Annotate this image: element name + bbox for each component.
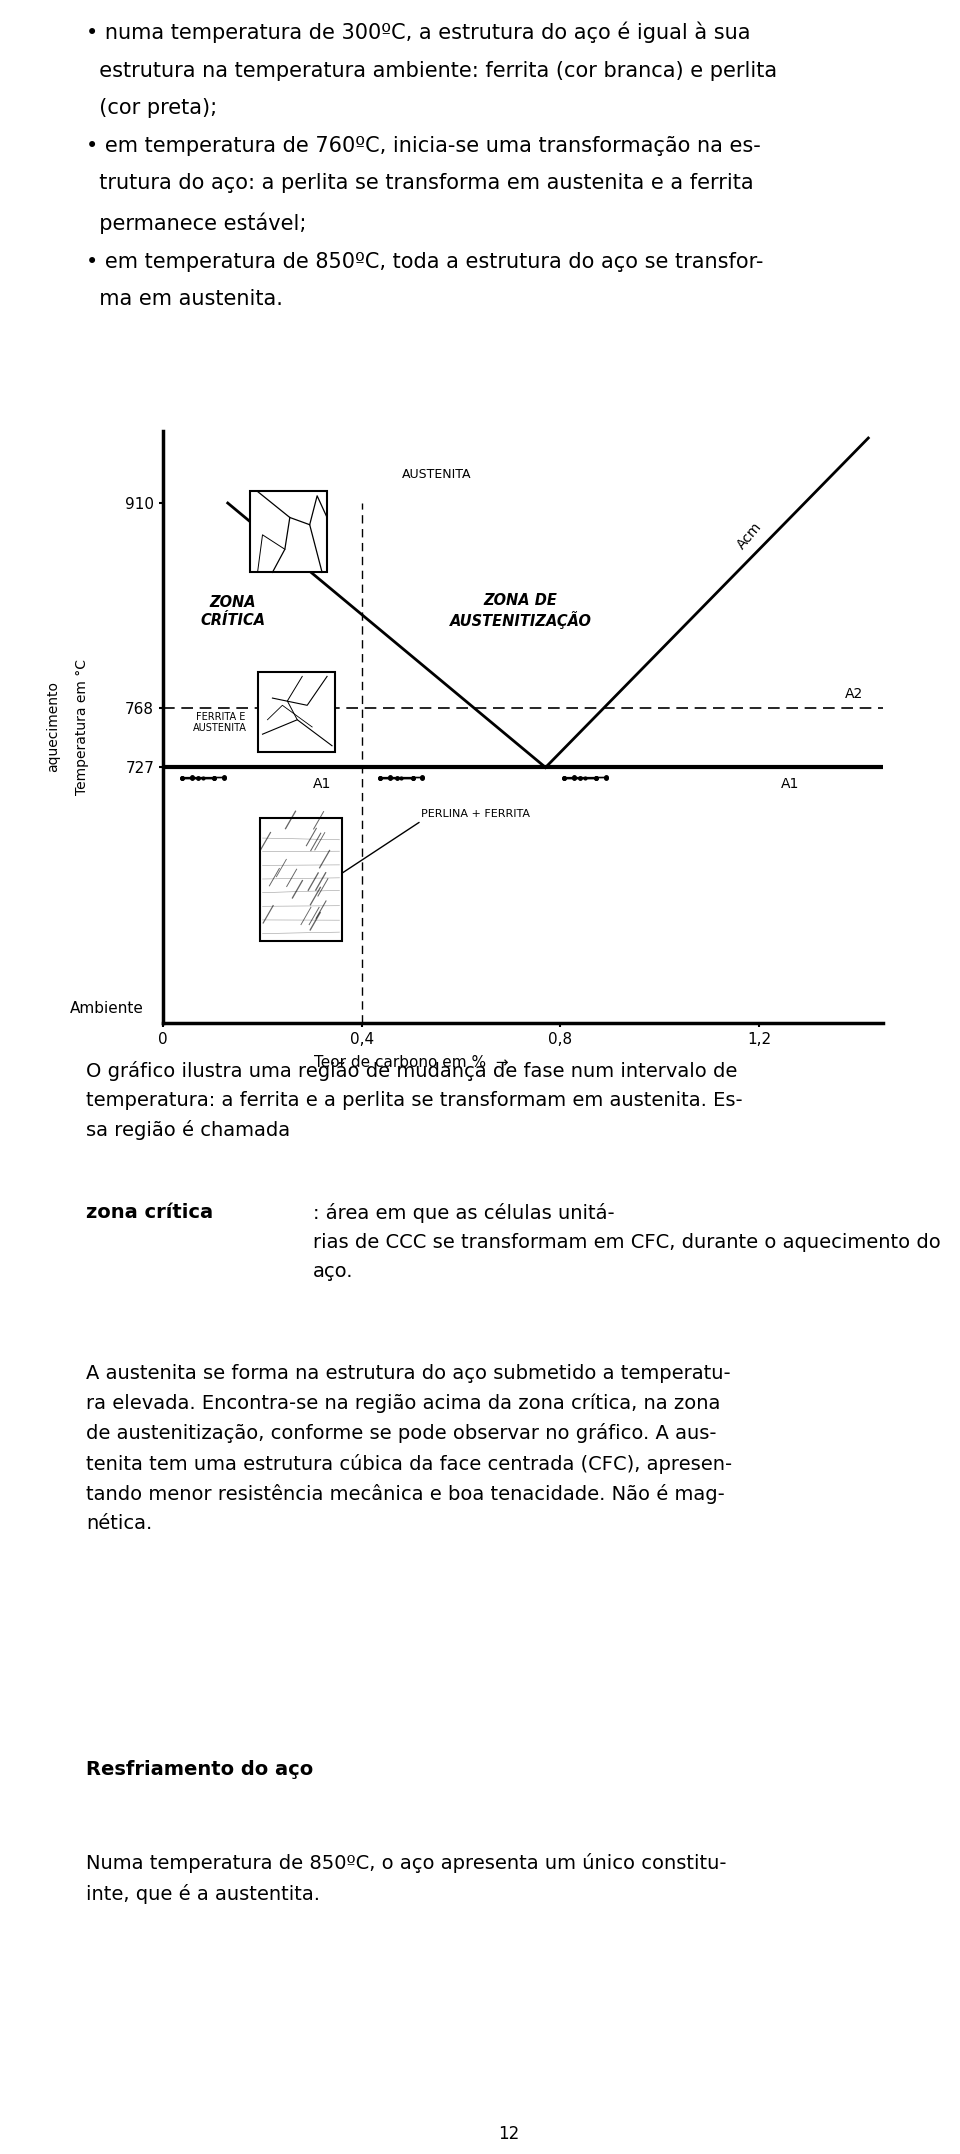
Text: 12: 12: [498, 2124, 519, 2143]
Bar: [257, 672, 334, 752]
Text: ZONA DE
AUSTENITIZAÇÃO: ZONA DE AUSTENITIZAÇÃO: [450, 592, 591, 629]
Bar: [260, 819, 342, 941]
Text: Temperatura em °C: Temperatura em °C: [75, 659, 88, 795]
Text: zona crítica: zona crítica: [86, 1204, 213, 1221]
Text: Acm: Acm: [734, 519, 764, 551]
Text: A1: A1: [780, 778, 799, 791]
Text: PERLINA + FERRITA: PERLINA + FERRITA: [421, 808, 531, 819]
Text: • numa temperatura de 300ºC, a estrutura do aço é igual à sua
  estrutura na tem: • numa temperatura de 300ºC, a estrutura…: [86, 22, 778, 310]
Text: AUSTENITA: AUSTENITA: [401, 467, 471, 480]
Text: A2: A2: [845, 687, 863, 700]
Text: : área em que as células unitá-
rias de CCC se transformam em CFC, durante o aqu: : área em que as células unitá- rias de …: [313, 1204, 941, 1282]
Text: Teor de carbono em %  →: Teor de carbono em % →: [314, 1055, 509, 1071]
Text: Numa temperatura de 850ºC, o aço apresenta um único constitu-
inte, que é a aust: Numa temperatura de 850ºC, o aço apresen…: [86, 1852, 727, 1904]
Text: A1: A1: [313, 778, 331, 791]
Bar: [251, 491, 327, 573]
Text: Resfriamento do aço: Resfriamento do aço: [86, 1760, 314, 1779]
Text: ZONA
CRÍTICA: ZONA CRÍTICA: [200, 595, 265, 627]
Text: aquecimento: aquecimento: [46, 681, 60, 773]
Text: Ambiente: Ambiente: [69, 1002, 143, 1017]
Text: FERRITA E
AUSTENITA: FERRITA E AUSTENITA: [193, 711, 248, 735]
Text: A austenita se forma na estrutura do aço submetido a temperatu-
ra elevada. Enco: A austenita se forma na estrutura do aço…: [86, 1363, 732, 1534]
Text: O gráfico ilustra uma região de mudança de fase num intervalo de
temperatura: a : O gráfico ilustra uma região de mudança …: [86, 1062, 743, 1139]
